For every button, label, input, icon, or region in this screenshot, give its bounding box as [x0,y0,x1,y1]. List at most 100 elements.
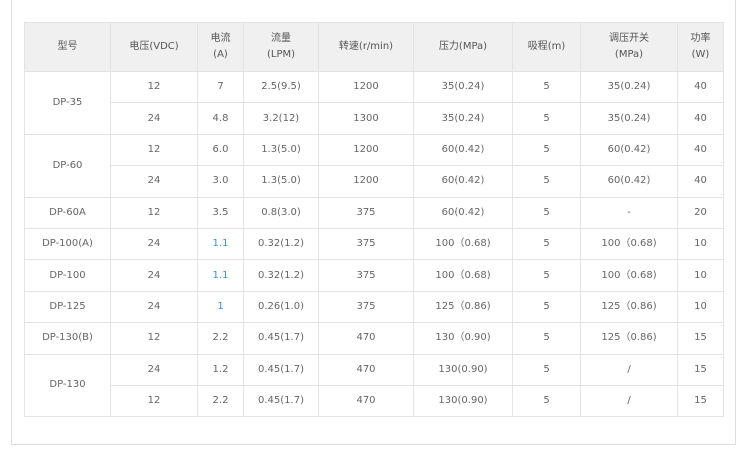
table-row: 24 3.0 1.3(5.0) 1200 60(0.42) 5 60(0.42) 40 [25,165,724,198]
table-cell: 470 [318,322,414,355]
table-cell: 2.2 [197,322,244,355]
table-cell: 35(0.24) [580,102,678,135]
table-cell: 1200 [318,133,414,167]
table-row: DP-130(B) 12 2.2 0.45(1.7) 470 130（0.90) 5 125（… [24,322,724,355]
table-cell: 1.1 [197,227,244,261]
table-cell: 0.45(1.7) [243,384,319,418]
table-cell: 40 [677,70,724,104]
table-cell: 24 [110,259,198,292]
table-cell: 1.3(5.0) [243,165,319,198]
table-cell: 0.32(1.2) [243,259,319,292]
column-header: 电流 (A) [197,22,244,72]
table-cell: 0.45(1.7) [243,353,319,386]
table-cell: 35(0.24) [413,70,513,104]
table-cell: 12 [110,322,198,355]
table-row: 12 2.2 0.45(1.7) 470 130(0.90) 5/15 [25,384,724,418]
table-cell: 60(0.42) [413,133,513,167]
header-row: 型号 电压(VDC) 电流 (A) 流量 (LPM) 转速(r/min) 压力(MPa) 吸… [24,22,724,72]
table-cell: 3.2(12) [243,102,319,135]
table-cell: / [580,384,678,418]
table-cell: 60(0.42) [580,165,678,198]
table-cell: 125（0.86) [580,290,678,324]
table-cell: 1300 [318,102,414,135]
table-cell: 0.32(1.2) [243,227,319,261]
model-cell: DP-130(B) [24,322,111,355]
table-cell: 10 [677,290,724,324]
table-cell: 1200 [318,70,414,104]
table-cell: 125（0.86) [580,322,678,355]
table-cell: 60(0.42) [413,165,513,198]
model-cell: DP-60A [24,196,111,229]
table-cell: - [580,196,678,229]
table-cell: 6.0 [197,133,244,167]
model-cell: DP-35 [24,71,111,135]
table-cell: 470 [318,384,414,418]
table-cell: 24 [110,102,198,135]
table-cell: 100（0.68) [580,259,678,292]
column-header: 功率 (W) [677,22,724,72]
table-cell: 5 [512,70,581,104]
table-cell: 375 [318,290,414,324]
table-cell: 5 [512,384,581,418]
table-cell: 24 [110,290,198,324]
table-cell: 35(0.24) [580,70,678,104]
table-cell: 1.2 [197,353,244,386]
table-cell: 0.26(1.0) [243,290,319,324]
table-cell: 375 [318,259,414,292]
table-cell: 7 [197,70,244,104]
table-cell: 3.0 [197,165,244,198]
model-cell: DP-130 [24,353,111,418]
table-cell: 375 [318,196,414,229]
table-cell: 5 [512,102,581,135]
model-cell: DP-100(A) [24,227,111,261]
table-cell: 1.3(5.0) [243,133,319,167]
table-cell: 10 [677,259,724,292]
table-cell: 1200 [318,165,414,198]
table-cell: 20 [677,196,724,229]
table-cell: 10 [677,227,724,261]
spec-table: 型号 电压(VDC) 电流 (A) 流量 (LPM) 转速(r/min) 压力(MPa) 吸… [24,22,724,418]
table-cell: 15 [677,322,724,355]
table-cell: 130(0.90) [413,384,513,418]
table-cell: 375 [318,227,414,261]
table-cell: 0.8(3.0) [243,196,319,229]
column-header: 压力(MPa) [413,22,513,72]
table-row: DP-100(A) 24 1.1 0.32(1.2) 375 100（0.68) 5 100（… [24,227,724,261]
table-cell: 15 [677,384,724,418]
table-cell: 35(0.24) [413,102,513,135]
table-cell: 24 [110,353,198,386]
table-row: 24 4.8 3.2(12) 1300 35(0.24) 5 35(0.24) 40 [25,102,724,135]
table-row: DP-125 24 1 0.26(1.0) 375 125（0.86) 5 125（0.86)… [24,290,724,324]
table-cell: 5 [512,165,581,198]
column-header: 电压(VDC) [110,22,198,72]
table-cell: 130(0.90) [413,353,513,386]
table-cell: 100（0.68) [413,259,513,292]
table-cell: 12 [110,70,198,104]
table-cell: 2.2 [197,384,244,418]
table-cell: 12 [110,384,198,418]
table-cell: 40 [677,133,724,167]
table-cell: 125（0.86) [413,290,513,324]
table-cell: 3.5 [197,196,244,229]
table-cell: 5 [512,353,581,386]
table-cell: 15 [677,353,724,386]
content-frame [11,0,736,445]
table-row: DP-100 24 1.1 0.32(1.2) 375 100（0.68) 5 100（0.6… [24,259,724,292]
model-cell: DP-100 [24,259,111,292]
table-cell: / [580,353,678,386]
table-cell: 2.5(9.5) [243,70,319,104]
table-cell: 470 [318,353,414,386]
table-cell: 0.45(1.7) [243,322,319,355]
table-cell: 40 [677,165,724,198]
table-cell: 100（0.68) [580,227,678,261]
table-row: DP-60A 12 3.5 0.8(3.0) 375 60(0.42) 5-20 [24,196,724,229]
table-cell: 40 [677,102,724,135]
table-cell: 5 [512,290,581,324]
table-cell: 60(0.42) [413,196,513,229]
table-cell: 1 [197,290,244,324]
table-cell: 5 [512,196,581,229]
table-cell: 60(0.42) [580,133,678,167]
table-cell: 5 [512,227,581,261]
table-row: DP-60 12 6.0 1.3(5.0) 1200 60(0.42) 5 60(0.42) 4… [24,133,724,198]
column-header: 转速(r/min) [318,22,414,72]
